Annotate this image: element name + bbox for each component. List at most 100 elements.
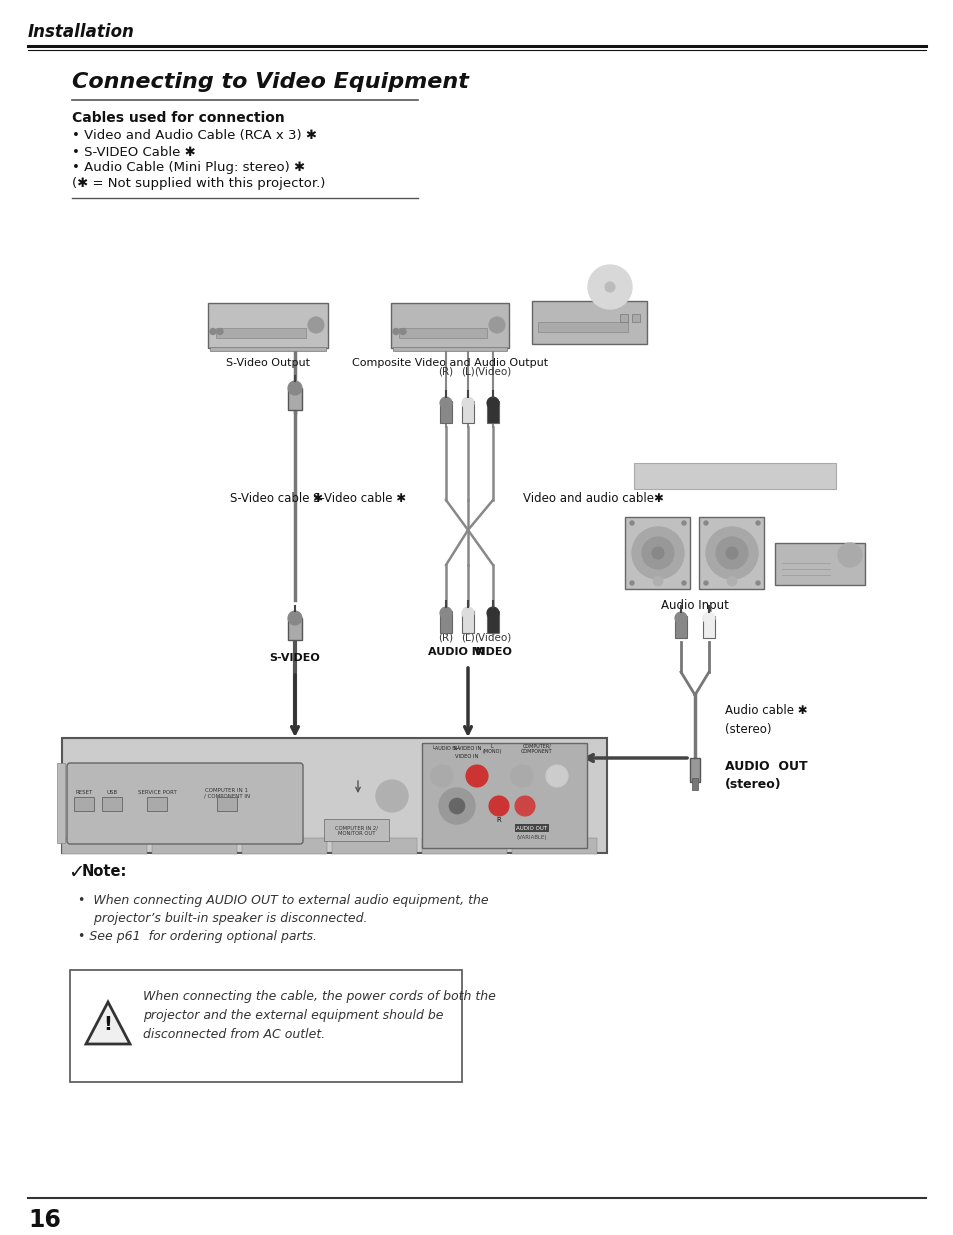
Bar [439,611,452,634]
Text: When connecting the cable, the power cords of both the
projector and the externa: When connecting the cable, the power cor… [143,990,496,1041]
Text: SERVICE PORT: SERVICE PORT [137,790,176,795]
Text: S-VIDEO IN: S-VIDEO IN [453,746,480,752]
Circle shape [461,396,474,409]
Text: (VARIABLE): (VARIABLE) [517,835,547,840]
Circle shape [651,547,663,559]
Text: S-Video Output: S-Video Output [226,358,310,368]
Circle shape [755,521,760,525]
Circle shape [837,543,862,567]
FancyBboxPatch shape [634,463,835,489]
Circle shape [393,329,398,335]
Bar [699,517,763,589]
Text: Connecting to Video Equipment: Connecting to Video Equipment [71,72,468,91]
Bar [439,401,452,424]
Text: (R): (R) [438,632,453,642]
Bar [461,611,474,634]
Bar [147,797,167,811]
Text: VIDEO: VIDEO [473,647,512,657]
Circle shape [545,764,567,787]
Bar [631,314,639,321]
Text: (✱ = Not supplied with this projector.): (✱ = Not supplied with this projector.) [71,178,325,190]
Bar [57,763,65,844]
Circle shape [511,764,533,787]
Text: AUDIO IN: AUDIO IN [428,647,485,657]
Circle shape [486,396,498,409]
Circle shape [489,797,509,816]
Text: !: ! [104,1014,112,1034]
Circle shape [631,527,683,579]
Text: VIDEO IN: VIDEO IN [455,753,478,758]
Text: COMPUTER IN 2/
MONITOR OUT: COMPUTER IN 2/ MONITOR OUT [335,826,378,836]
Bar [74,797,94,811]
Circle shape [461,606,474,619]
Bar [393,347,506,351]
Text: • Video and Audio Cable (RCA x 3) ✱: • Video and Audio Cable (RCA x 3) ✱ [71,130,316,142]
Bar [288,618,302,640]
Circle shape [399,329,406,335]
Bar [461,401,474,424]
Bar [421,743,586,848]
Circle shape [515,797,535,816]
Circle shape [210,329,215,335]
Circle shape [702,613,714,624]
Circle shape [629,521,634,525]
Text: Cables used for connection: Cables used for connection [71,111,284,125]
Bar [486,401,498,424]
Bar [288,388,302,410]
Circle shape [288,382,302,395]
Text: • S-VIDEO Cable ✱: • S-VIDEO Cable ✱ [71,146,195,158]
Text: Audio cable ✱
(stereo): Audio cable ✱ (stereo) [724,704,807,736]
Circle shape [716,537,747,569]
Circle shape [703,580,707,585]
Circle shape [604,282,615,291]
Circle shape [308,317,324,333]
Bar [62,839,147,853]
Bar [702,616,714,638]
Text: •  When connecting AUDIO OUT to external audio equipment, the
    projector’s bu: • When connecting AUDIO OUT to external … [78,894,488,925]
Text: Video and audio cable✱: Video and audio cable✱ [522,492,663,505]
Text: COMPUTER IN 1
/ COMPONENT IN: COMPUTER IN 1 / COMPONENT IN [204,788,250,798]
Bar [102,797,122,811]
Text: R: R [497,818,501,823]
Bar [242,839,327,853]
Circle shape [725,547,738,559]
Circle shape [431,764,453,787]
Text: S-VIDEO: S-VIDEO [270,653,320,663]
Text: (Video): (Video) [474,632,511,642]
Bar [619,314,627,321]
Circle shape [439,396,452,409]
Text: └AUDIO IN┘: └AUDIO IN┘ [432,746,460,752]
Text: AUDIO  OUT
(stereo): AUDIO OUT (stereo) [724,760,807,790]
Bar [486,611,498,634]
Circle shape [681,580,685,585]
Bar [62,739,606,853]
Circle shape [675,613,686,624]
Bar [689,758,700,782]
Text: ✓: ✓ [68,862,84,882]
Circle shape [629,580,634,585]
Text: Composite Video and Audio Output: Composite Video and Audio Output [352,358,547,368]
FancyBboxPatch shape [70,969,461,1082]
Bar [774,543,864,585]
Bar [391,303,509,347]
Text: (R): (R) [438,367,453,377]
Bar [152,839,236,853]
Bar [208,303,328,347]
Bar [537,321,628,331]
Circle shape [705,527,758,579]
Bar [324,819,389,841]
Text: AUDIO OUT: AUDIO OUT [516,825,547,830]
Text: • Audio Cable (Mini Plug: stereo) ✱: • Audio Cable (Mini Plug: stereo) ✱ [71,162,305,174]
Circle shape [652,576,662,585]
Circle shape [703,521,707,525]
Text: (L): (L) [460,632,475,642]
Circle shape [489,317,504,333]
Text: Audio Input: Audio Input [660,599,728,611]
Bar [512,839,597,853]
Text: S-Video cable ✱: S-Video cable ✱ [230,492,323,505]
Text: S-Video cable ✱: S-Video cable ✱ [313,492,406,505]
Bar [398,327,486,337]
Bar [210,347,326,351]
Circle shape [641,537,673,569]
Text: L
(MONO): L (MONO) [482,743,501,755]
